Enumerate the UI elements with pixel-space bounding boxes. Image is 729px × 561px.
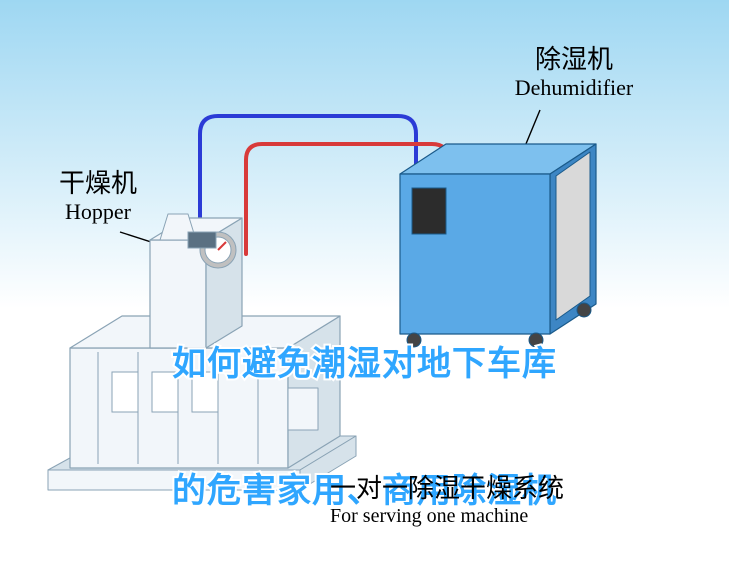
label-hopper: 干燥机 Hopper [18,168,178,226]
headline-line1: 如何避免潮湿对地下车库 [0,336,729,385]
caption-en: For serving one machine [330,505,564,528]
caption: 一对一除湿干燥系统 For serving one machine [330,468,564,528]
caption-cn: 一对一除湿干燥系统 [330,468,564,505]
label-dehumidifier-cn: 除湿机 [444,44,704,75]
label-dehumidifier: 除湿机 Dehumidifier [444,44,704,102]
label-hopper-en: Hopper [18,199,178,225]
diagram-canvas: 除湿机 Dehumidifier 干燥机 Hopper 如何避免潮湿对地下车库 … [0,0,729,561]
label-dehumidifier-en: Dehumidifier [444,75,704,101]
label-hopper-cn: 干燥机 [18,168,178,199]
